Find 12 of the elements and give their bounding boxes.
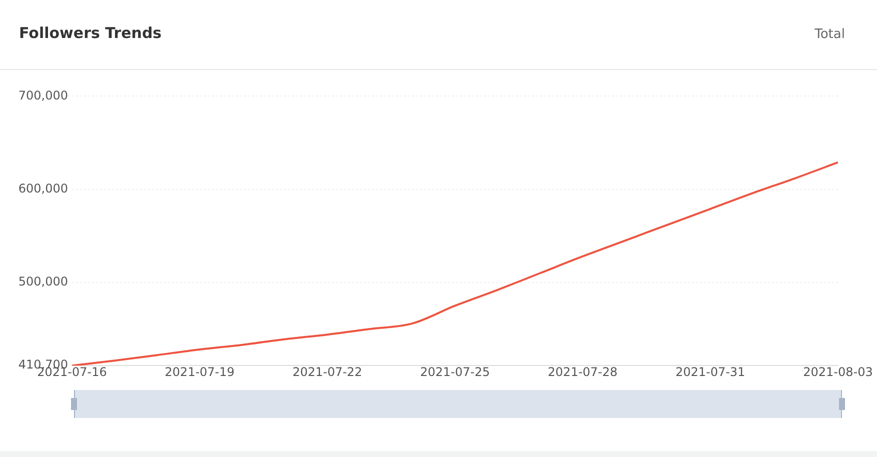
text: Total — [814, 27, 845, 42]
x-tick-label: 2021-07-22 — [292, 364, 362, 379]
y-tick-label: 600,000 — [18, 181, 68, 196]
x-tick-label: 2021-07-28 — [548, 364, 618, 379]
line-series — [72, 161, 838, 366]
x-tick-label: 2021-08-03 — [803, 364, 873, 379]
y-tick-label: 500,000 — [18, 274, 68, 289]
y-tick-label: 700,000 — [18, 88, 68, 102]
x-tick-label: 2021-07-25 — [420, 364, 490, 379]
chart-title: Followers Trends — [19, 24, 162, 42]
x-tick-label: 2021-07-19 — [164, 364, 235, 379]
x-tick-label: 2021-07-31 — [675, 364, 746, 379]
